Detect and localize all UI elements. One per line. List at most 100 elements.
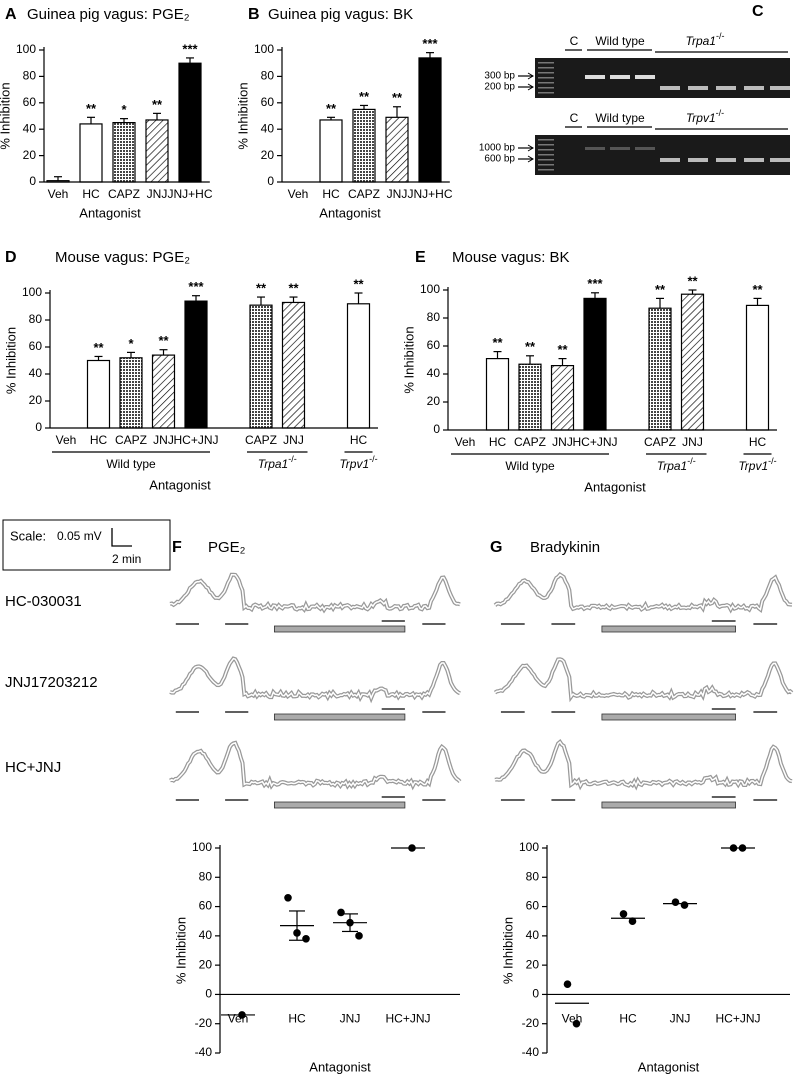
ladder-band bbox=[538, 92, 554, 94]
bar bbox=[112, 121, 136, 183]
x-tick-label: JNJ+HC bbox=[407, 187, 452, 201]
y-tick-label: 80 bbox=[23, 69, 37, 83]
group-label-main: Trpv1 bbox=[738, 459, 768, 473]
x-tick-label: JNJ bbox=[682, 435, 703, 449]
y-tick-label: -40 bbox=[522, 1045, 540, 1059]
group-label: Trpa1-/- bbox=[657, 456, 696, 473]
gel-band bbox=[744, 158, 764, 162]
y-tick-label: 80 bbox=[526, 869, 540, 883]
x-tick-label: CAPZ bbox=[108, 187, 140, 201]
marker-arrowhead bbox=[527, 144, 534, 152]
y-tick-label: 80 bbox=[199, 869, 213, 883]
bar bbox=[680, 293, 705, 431]
bar bbox=[319, 119, 343, 183]
gel-band bbox=[585, 147, 605, 150]
lane-label: C bbox=[570, 111, 579, 125]
trace-core bbox=[494, 740, 793, 788]
bar bbox=[648, 307, 672, 431]
trace bbox=[169, 740, 462, 791]
gel-image bbox=[535, 58, 790, 98]
x-tick-label: JNJ+HC bbox=[167, 187, 212, 201]
significance: ** bbox=[326, 101, 337, 116]
significance: ** bbox=[86, 101, 97, 116]
size-marker: 1000 bp bbox=[479, 143, 516, 154]
x-axis-label: Antagonist bbox=[638, 1059, 700, 1074]
y-tick-label: 0 bbox=[433, 422, 440, 436]
drug-bar bbox=[273, 713, 406, 721]
gel-band bbox=[610, 75, 630, 79]
ladder-band bbox=[538, 139, 554, 141]
bar bbox=[485, 358, 510, 431]
group-label-sup: -/- bbox=[687, 456, 696, 466]
gel-image bbox=[535, 135, 790, 175]
lane-label-main: Trpv1 bbox=[686, 111, 716, 125]
bar bbox=[418, 57, 442, 183]
group-label: Trpa1-/- bbox=[258, 454, 297, 471]
y-axis-label: % Inhibition bbox=[0, 82, 12, 149]
x-tick-label: Veh bbox=[288, 187, 309, 201]
group-label-sup: -/- bbox=[369, 454, 378, 464]
x-tick-label: CAPZ bbox=[514, 435, 546, 449]
bar bbox=[745, 304, 770, 431]
y-tick-label: 20 bbox=[261, 148, 275, 162]
bar bbox=[249, 304, 273, 429]
significance: ** bbox=[492, 335, 503, 350]
lane-label: Wild type bbox=[595, 34, 645, 48]
significance: ** bbox=[525, 339, 536, 354]
row-label: HC-030031 bbox=[5, 593, 82, 610]
bar bbox=[79, 123, 103, 183]
data-point bbox=[680, 901, 689, 909]
bar bbox=[178, 62, 202, 183]
y-tick-label: 40 bbox=[23, 121, 37, 135]
x-axis-label: Antagonist bbox=[79, 205, 141, 220]
significance: *** bbox=[182, 41, 198, 56]
significance: ** bbox=[158, 333, 169, 348]
chart-title: Guinea pig vagus: BK bbox=[268, 6, 413, 23]
x-tick-label: CAPZ bbox=[644, 435, 676, 449]
y-tick-label: 0 bbox=[532, 987, 539, 1001]
gel-band bbox=[610, 147, 630, 150]
ladder-band bbox=[538, 72, 554, 74]
x-tick-label: CAPZ bbox=[245, 433, 277, 447]
y-tick-label: 20 bbox=[427, 394, 441, 408]
panel-title: PGE₂ bbox=[208, 539, 246, 556]
ladder-band bbox=[538, 159, 554, 161]
scale-label: Scale: bbox=[10, 528, 46, 543]
y-tick-label: -20 bbox=[195, 1016, 213, 1030]
significance: * bbox=[121, 102, 127, 117]
gel-band bbox=[688, 86, 708, 90]
data-point bbox=[238, 1011, 246, 1019]
ladder-band bbox=[538, 62, 554, 64]
x-axis-label: Antagonist bbox=[319, 205, 381, 220]
x-tick-label: HC+JNJ bbox=[173, 433, 218, 447]
significance: ** bbox=[752, 282, 763, 297]
ladder-band bbox=[538, 87, 554, 89]
chart-title: Mouse vagus: PGE₂ bbox=[55, 249, 190, 266]
y-tick-label: 80 bbox=[29, 312, 43, 326]
significance: ** bbox=[687, 273, 698, 288]
data-point bbox=[355, 932, 363, 940]
data-point bbox=[628, 917, 637, 926]
data-point bbox=[619, 910, 628, 918]
x-tick-label: HC+JNJ bbox=[572, 435, 617, 449]
ladder-band bbox=[538, 164, 554, 166]
y-tick-label: 100 bbox=[420, 282, 440, 296]
data-point bbox=[284, 893, 292, 902]
significance: ** bbox=[359, 89, 370, 104]
significance: ** bbox=[152, 97, 163, 112]
x-tick-label: CAPZ bbox=[115, 433, 147, 447]
x-tick-label: HC+JNJ bbox=[715, 1012, 760, 1026]
lane-label: C bbox=[570, 34, 579, 48]
bar bbox=[184, 300, 208, 429]
ladder-band bbox=[538, 154, 554, 156]
ladder-band bbox=[538, 169, 554, 171]
y-tick-label: 60 bbox=[199, 899, 213, 913]
y-axis-label: % Inhibition bbox=[3, 327, 18, 394]
y-tick-label: 20 bbox=[526, 957, 540, 971]
scale-voltage: 0.05 mV bbox=[57, 529, 102, 543]
gel-band bbox=[716, 86, 736, 90]
y-tick-label: 0 bbox=[35, 420, 42, 434]
y-tick-label: 100 bbox=[16, 42, 36, 56]
x-tick-label: HC bbox=[619, 1012, 637, 1026]
